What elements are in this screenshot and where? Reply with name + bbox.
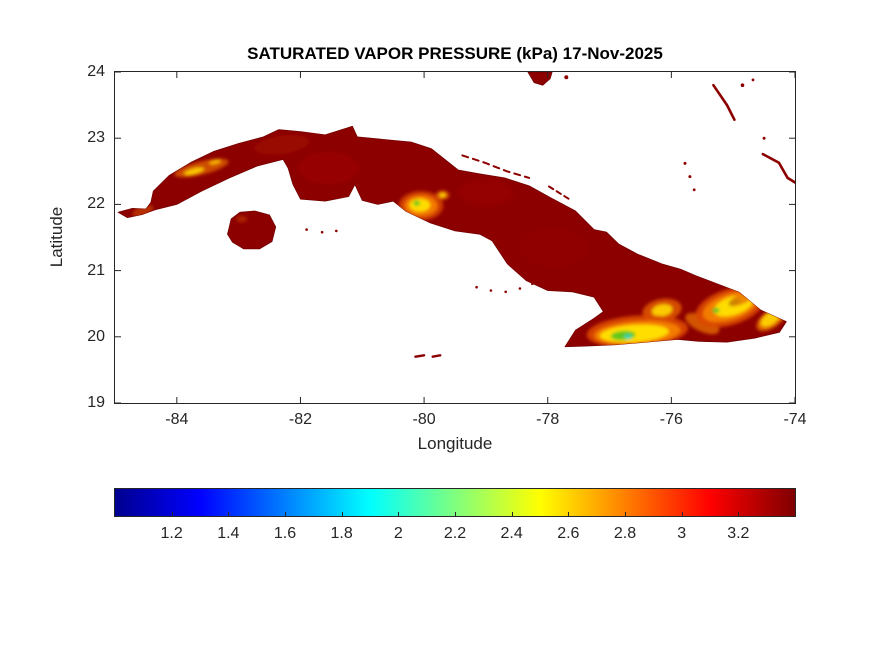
plot-area bbox=[114, 71, 796, 404]
colorbar-tick-mark bbox=[228, 512, 230, 516]
jardines-de-la-reina-cay bbox=[531, 282, 534, 286]
cuba-mainland bbox=[117, 125, 787, 348]
y-tick-label: 19 bbox=[87, 394, 105, 411]
heat-anomaly-layer bbox=[132, 134, 787, 347]
colorbar-tick-label: 2.6 bbox=[557, 525, 580, 542]
camaguey-keys bbox=[548, 185, 573, 202]
andros-cay bbox=[564, 75, 569, 80]
colorbar-tick-label: 2 bbox=[393, 525, 403, 542]
colorbar-tick-mark bbox=[681, 512, 683, 516]
x-tick-label: -74 bbox=[783, 411, 807, 428]
colorbar-tick-mark bbox=[625, 512, 626, 516]
colorbar-tick-mark bbox=[171, 512, 173, 516]
colorbar-tick-label: 1.6 bbox=[273, 525, 297, 542]
colorbar-tick-label: 1.4 bbox=[217, 525, 240, 542]
y-tick-label: 21 bbox=[87, 261, 105, 279]
colorbar-tick-label: 3.2 bbox=[727, 525, 750, 542]
x-tick-label: -82 bbox=[288, 411, 313, 428]
rum-cay bbox=[751, 78, 755, 82]
guaniguanico-yellow bbox=[183, 167, 205, 176]
canarreos-cay bbox=[305, 228, 308, 231]
x-tick-label: -84 bbox=[165, 411, 189, 428]
y-tick-label: 24 bbox=[87, 63, 105, 80]
mottle-central-2 bbox=[519, 227, 588, 268]
ragged-island-cay bbox=[688, 175, 692, 179]
guaniguanico-west bbox=[132, 205, 154, 217]
y-tick-label: 23 bbox=[87, 129, 105, 147]
mottle-central-1 bbox=[458, 179, 514, 206]
little-cayman bbox=[431, 354, 442, 358]
colorbar-tick-mark bbox=[568, 512, 570, 516]
colorbar-tick-mark bbox=[455, 512, 456, 516]
colorbar-tick-label: 1.8 bbox=[330, 525, 353, 542]
canarreos-cay bbox=[335, 229, 338, 233]
ragged-island-cay bbox=[683, 161, 687, 165]
isla-spot bbox=[236, 215, 248, 223]
x-tick-label: -80 bbox=[412, 411, 436, 428]
guaniguanico-yellow-2 bbox=[209, 159, 222, 165]
jardines-de-la-reina-cay bbox=[504, 290, 508, 294]
x-axis-label: Longitude bbox=[417, 434, 493, 453]
colorbar-tick-mark bbox=[341, 512, 343, 516]
colorbar-tick-label: 1.2 bbox=[160, 525, 183, 542]
jardines-de-la-reina-cay bbox=[518, 287, 522, 290]
x-tick-label: -76 bbox=[659, 411, 683, 428]
holguin-yellow bbox=[651, 304, 673, 317]
sabana-camaguey-keys bbox=[461, 154, 531, 179]
ragged-island-cay bbox=[692, 188, 696, 192]
crooked-acklins bbox=[761, 152, 795, 184]
bahamas-cay bbox=[762, 136, 766, 140]
long-island-bahamas bbox=[712, 83, 736, 122]
colorbar-tick-label: 2.8 bbox=[613, 525, 637, 542]
y-tick-label: 22 bbox=[87, 195, 105, 213]
colorbar-tick-label: 2.2 bbox=[443, 525, 467, 542]
escambray-yellow bbox=[409, 198, 431, 212]
rum-cay bbox=[740, 83, 745, 87]
colorbar-tick-mark bbox=[738, 512, 740, 516]
jardines-de-la-reina-cay bbox=[475, 285, 478, 289]
isla-de-la-juventud bbox=[227, 210, 277, 250]
andros-island-fragment bbox=[527, 72, 553, 86]
canarreos-cay bbox=[320, 230, 324, 234]
jardines-de-la-reina-cay bbox=[489, 289, 493, 292]
baracoa-green-2 bbox=[712, 307, 720, 313]
colorbar-tick-label: 2.4 bbox=[500, 525, 523, 542]
sierra-maestra-cyan bbox=[624, 334, 632, 340]
cuba-map bbox=[115, 72, 795, 403]
cayman-brac bbox=[414, 354, 426, 358]
mottle-west-2 bbox=[297, 152, 360, 184]
colorbar-tick-label: 3 bbox=[677, 525, 687, 542]
escambray-green bbox=[413, 200, 421, 206]
x-tick-label: -78 bbox=[536, 411, 560, 428]
colorbar-tick-mark bbox=[398, 512, 400, 516]
y-tick-label: 20 bbox=[87, 327, 105, 345]
colorbar-tick-mark bbox=[285, 512, 286, 516]
mottle-west-1 bbox=[254, 134, 310, 155]
colorbar-tick-mark bbox=[511, 512, 513, 516]
y-axis-label: Latitude bbox=[47, 206, 66, 268]
plot-title: SATURATED VAPOR PRESSURE (kPa) 17-Nov-20… bbox=[247, 44, 663, 63]
escambray-ne-yellow bbox=[439, 192, 446, 198]
